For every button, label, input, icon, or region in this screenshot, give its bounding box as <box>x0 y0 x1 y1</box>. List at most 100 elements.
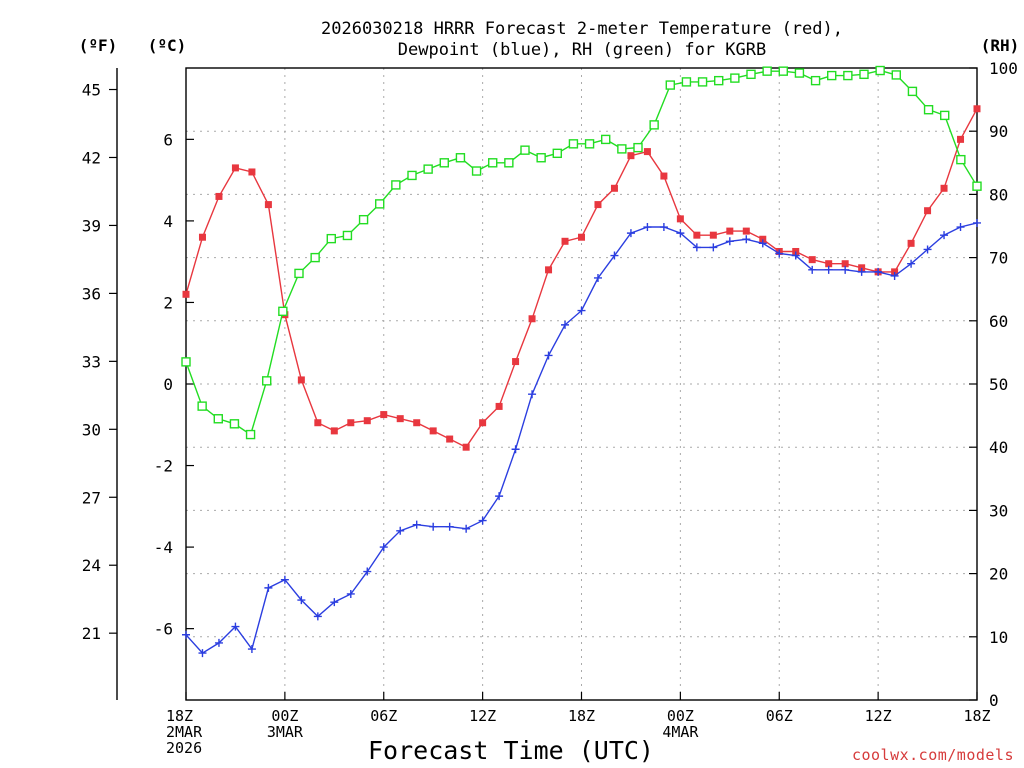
2-meter-temperature-point <box>413 419 421 427</box>
celsius-tick-label: -2 <box>154 457 173 476</box>
rh-point <box>875 65 885 76</box>
time-tick-label: 18Z <box>963 707 990 725</box>
rh-tick-label: 30 <box>989 501 1008 520</box>
rh-point <box>956 154 966 165</box>
2-meter-temperature-point <box>610 184 618 192</box>
celsius-tick-label: -4 <box>154 538 173 557</box>
2-meter-temperature-point <box>643 148 651 156</box>
dewpoint-point <box>330 598 339 607</box>
fahrenheit-unit-label: (ºF) <box>79 36 118 55</box>
rh-point <box>471 166 482 176</box>
dewpoint-point <box>231 622 240 631</box>
2-meter-temperature-point <box>742 227 750 235</box>
series-layer <box>181 65 982 658</box>
dewpoint-point <box>462 524 471 533</box>
rh-point <box>568 139 579 149</box>
dewpoint-point <box>923 245 932 254</box>
rh-tick-label: 90 <box>989 122 1008 141</box>
time-tick-label: 12Z <box>865 707 892 725</box>
rh-unit-label: (RH) <box>981 36 1020 55</box>
dewpoint-point <box>495 492 504 501</box>
2-meter-temperature-point <box>693 231 701 239</box>
2-meter-temperature-point <box>594 201 602 209</box>
dewpoint-point <box>874 267 883 276</box>
rh-tick-label: 50 <box>989 375 1008 394</box>
dewpoint-point <box>956 223 965 232</box>
2-meter-temperature-point <box>479 419 487 427</box>
2-meter-temperature-point <box>808 256 816 264</box>
dewpoint-point <box>544 351 553 360</box>
time-tick-label: 4MAR <box>662 723 699 741</box>
rh-tick-label: 0 <box>989 691 999 710</box>
2-meter-temperature-point <box>858 264 866 272</box>
dewpoint-point <box>857 267 866 276</box>
2-meter-temperature-point <box>512 358 520 366</box>
dewpoint-point <box>182 630 190 639</box>
2-meter-temperature-point <box>330 427 338 435</box>
2-meter-temperature-point <box>314 419 322 427</box>
time-tick-label: 18Z <box>166 707 193 725</box>
dewpoint-point <box>396 526 405 535</box>
fahrenheit-tick-label: 45 <box>82 81 101 100</box>
fahrenheit-tick-label: 27 <box>82 488 101 507</box>
2-meter-temperature-point <box>363 417 371 425</box>
rh-point <box>342 230 353 241</box>
fahrenheit-tick-label: 39 <box>82 216 101 235</box>
dewpoint-point <box>758 239 767 248</box>
celsius-axis-ticks: -6 -4 -2 0 2 4 6 <box>154 130 194 639</box>
rh-axis-ticks: 0 10 20 30 40 50 60 70 80 90 100 <box>969 59 1018 710</box>
rh-point <box>326 233 336 244</box>
2-meter-temperature-point <box>396 415 404 423</box>
rh-point <box>407 170 417 181</box>
celsius-tick-label: 6 <box>163 130 173 149</box>
dewpoint-point <box>907 259 916 268</box>
rh-tick-label: 70 <box>989 249 1008 268</box>
2-meter-temperature-point <box>462 443 470 451</box>
rh-point <box>294 268 304 279</box>
dewpoint-point <box>709 243 718 252</box>
rh-point <box>778 66 788 76</box>
fahrenheit-tick-label: 42 <box>82 148 101 167</box>
fahrenheit-tick-label: 33 <box>82 352 101 371</box>
2-meter-temperature-point <box>528 315 536 323</box>
rh-point <box>972 181 982 191</box>
2-meter-temperature-point <box>973 105 981 113</box>
fahrenheit-tick-label: 24 <box>82 556 101 575</box>
2-meter-temperature-point <box>545 266 553 274</box>
dewpoint-point <box>313 612 322 621</box>
rh-point <box>181 357 191 367</box>
rh-point <box>859 69 869 80</box>
dewpoint-point <box>676 229 685 238</box>
dewpoint-point <box>775 249 784 258</box>
rh-point <box>681 77 692 87</box>
rh-tick-label: 100 <box>989 59 1018 78</box>
rh-point <box>213 414 223 424</box>
rh-point <box>552 148 562 159</box>
rh-point <box>310 252 320 263</box>
rh-point <box>730 73 740 83</box>
dewpoint-point <box>973 218 981 227</box>
fahrenheit-tick-label: 21 <box>82 624 101 643</box>
rh-point <box>245 429 256 440</box>
rh-point <box>762 66 772 76</box>
dewpoint-point <box>890 271 899 280</box>
rh-point <box>197 401 207 411</box>
dewpoint-point <box>363 567 372 576</box>
dewpoint-point <box>626 229 635 238</box>
2-meter-temperature-point <box>792 247 800 255</box>
celsius-tick-label: 0 <box>163 375 173 394</box>
rh-tick-label: 80 <box>989 185 1008 204</box>
fahrenheit-axis-ticks: 21 24 27 30 33 36 39 42 45 <box>82 81 117 643</box>
rh-point <box>907 86 918 97</box>
2-meter-temperature-point <box>940 184 948 192</box>
celsius-tick-label: 2 <box>163 293 173 312</box>
2-meter-temperature-point <box>347 419 355 427</box>
rh-point <box>504 158 514 168</box>
rh-point <box>439 158 449 168</box>
rh-point <box>940 110 950 121</box>
2-meter-temperature-point <box>561 237 569 245</box>
dewpoint-point <box>429 522 438 531</box>
2-meter-temperature-point <box>660 172 668 180</box>
